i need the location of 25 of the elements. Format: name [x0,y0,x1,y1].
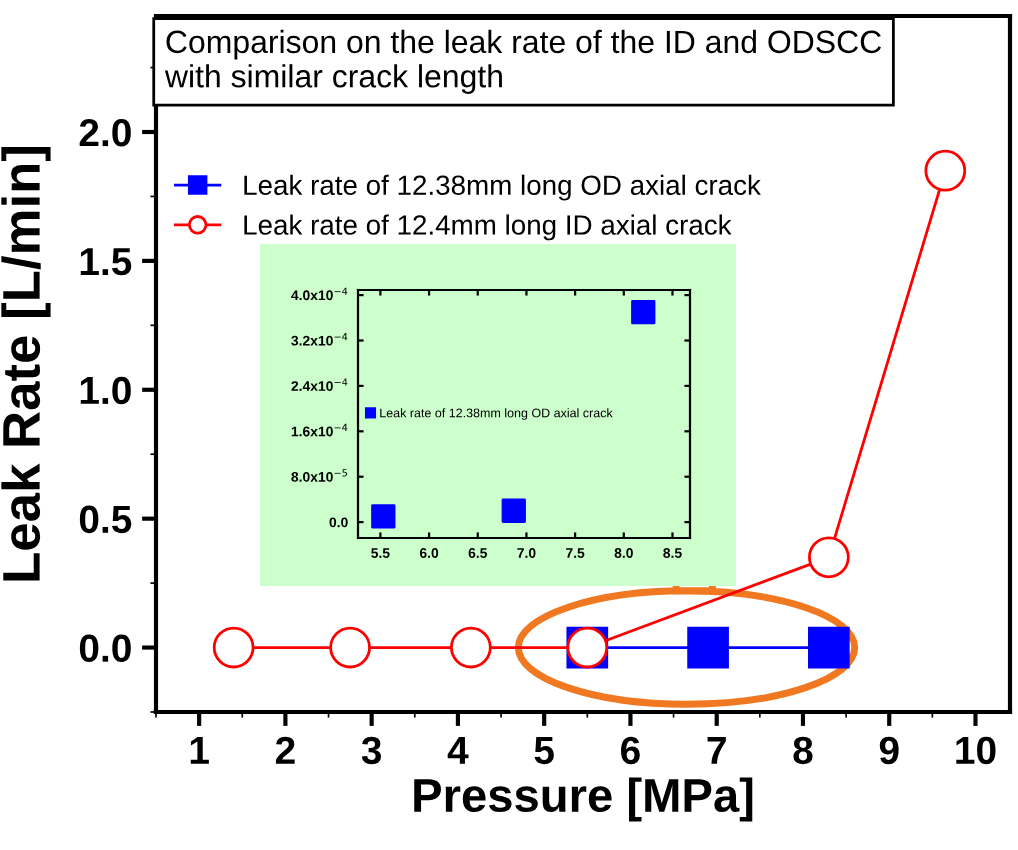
legend-label: Leak rate of 12.38mm long OD axial crack [244,174,761,201]
x-tick-label: 1 [190,737,209,764]
y-tick-label: 1.0 [80,376,131,405]
y-tick-label: 0.5 [79,505,132,534]
point [371,504,396,529]
x-tick-label: 9 [879,736,899,765]
x-tick-label: 5 [534,737,554,765]
point [501,498,526,523]
x-tick-label: 6 [621,736,640,765]
x-tick-label: 10 [956,736,996,765]
point [631,299,656,325]
y-axis-title: Leak Rate [L/min] [1,147,51,581]
text: Comparison on the leak rate of the ID and ODSCC with similar crack length [164,29,882,94]
x-tick-label: 4 [447,737,469,764]
point [687,626,729,669]
x-tick-label: 8 [793,736,813,765]
y-tick-label: 1.5 [80,248,132,276]
point [808,626,850,669]
x-axis-title: Pressure [MPa] [414,777,753,822]
y-tick-label: 2.0 [79,118,131,147]
x-tick-label: 3 [361,736,382,765]
y-tick-label: 0.0 [79,634,131,663]
legend-label: Leak rate of 12.4mm long ID axial crack [244,214,732,241]
x-tick-label: 2 [275,736,295,764]
x-tick-label: 7 [707,737,726,764]
